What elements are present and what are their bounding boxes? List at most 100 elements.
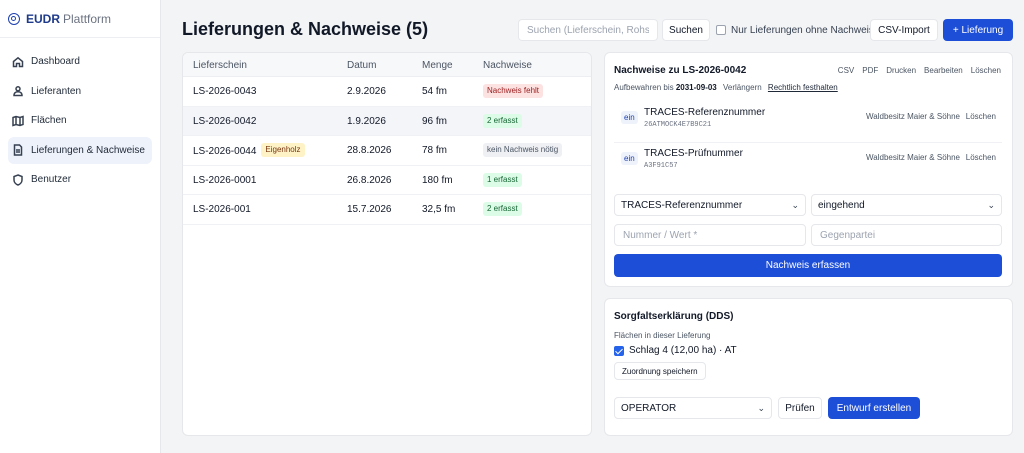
sidebar-item-label: Benutzer [31,174,72,185]
column-header: Menge [422,60,453,71]
table-row[interactable]: LS-2026-0044 Eigenholz 28.8.2026 78 fm ke… [183,136,591,166]
direction-badge: ein [621,111,638,124]
sidebar-item-users[interactable]: Benutzer [8,166,152,193]
create-draft-button[interactable]: Entwurf erstellen [828,397,920,419]
dds-panel: Sorgfaltserklärung (DDS) Flächen in dies… [604,298,1013,436]
export-csv-button[interactable]: CSV [837,66,855,75]
delivery-id: LS-2026-001 [193,204,251,215]
delivery-quantity: 78 fm [422,145,448,156]
proof-type-select-value: TRACES-Referenznummer [621,199,743,211]
delivery-date: 2.9.2026 [347,86,386,97]
delivery-id: LS-2026-0001 [193,174,257,186]
role-select[interactable]: OPERATOR ⌄ [614,397,772,419]
proof-value: 26ATMOCK4E7B9C21 [644,121,712,129]
missing-proof-filter[interactable]: Nur Lieferungen ohne Nachweis [716,19,874,41]
plot-label: Schlag 4 (12,00 ha) · AT [629,345,737,356]
sidebar-item-label: Lieferungen & Nachweise [31,144,145,156]
direction-select[interactable]: eingehend ⌄ [811,194,1002,216]
plot-checkbox-row[interactable]: Schlag 4 (12,00 ha) · AT [614,345,737,356]
filter-checkbox[interactable] [716,25,726,35]
delete-button[interactable]: Löschen [970,66,1001,75]
sidebar-item-label: Lieferanten [31,85,82,97]
counterparty-input[interactable]: Gegenpartei [811,224,1002,246]
map-icon [11,114,24,127]
delivery-date: 1.9.2026 [347,115,386,127]
add-delivery-button[interactable]: + Lieferung [943,19,1013,41]
proofs-actions: CSV PDF Drucken Bearbeiten Löschen [838,66,1001,75]
proof-value-input[interactable]: Nummer / Wert * [614,224,806,246]
sidebar-nav: Dashboard Lieferanten Flächen Lieferunge… [0,38,160,206]
table-row[interactable]: LS-2026-0042 1.9.2026 96 fm 2 erfasst [183,106,591,136]
edit-button[interactable]: Bearbeiten [924,66,963,75]
status-badge: 2 erfasst [483,113,522,128]
proof-type: TRACES-Prüfnummer [644,148,743,159]
retention-date: 2031-09-03 [675,83,717,92]
sidebar-item-plots[interactable]: Flächen [8,107,152,134]
plot-checkbox[interactable] [614,345,624,356]
sidebar: EUDR Plattform Dashboard Lieferanten Flä… [0,0,161,453]
direction-select-value: eingehend [818,199,865,211]
column-header: Lieferschein [193,60,247,71]
home-icon [11,55,24,68]
export-pdf-button[interactable]: PDF [862,66,879,75]
retention-info: Aufbewahren bis 2031-09-03 Verlängern Re… [614,83,838,92]
sidebar-item-label: Dashboard [31,56,80,67]
filter-label: Nur Lieferungen ohne Nachweis [731,24,874,36]
delivery-date: 15.7.2026 [347,204,392,215]
csv-import-button[interactable]: CSV-Import [870,19,938,41]
print-button[interactable]: Drucken [886,66,917,75]
proof-type-select[interactable]: TRACES-Referenznummer ⌄ [614,194,806,216]
dds-title: Sorgfaltserklärung (DDS) [614,311,734,322]
retention-prefix: Aufbewahren bis [614,83,674,92]
sidebar-item-dashboard[interactable]: Dashboard [8,48,152,75]
delivery-quantity: 32,5 fm [422,204,456,215]
save-assignment-button[interactable]: Zuordnung speichern [614,362,706,380]
column-header: Nachweise [483,60,532,71]
own-wood-badge: Eigenholz [261,143,305,157]
table-row[interactable]: LS-2026-0043 2.9.2026 54 fm Nachweis feh… [183,77,591,107]
brand-sub: Plattform [63,11,112,26]
proof-item: ein TRACES-Prüfnummer A3F91C57 Waldbesit… [614,142,1002,174]
sidebar-item-suppliers[interactable]: Lieferanten [8,78,152,105]
sidebar-item-label: Flächen [31,115,67,126]
check-button[interactable]: Prüfen [778,397,822,419]
users-icon [11,85,24,98]
table-row[interactable]: LS-2026-001 15.7.2026 32,5 fm 2 erfasst [183,195,591,225]
delivery-quantity: 54 fm [422,86,448,97]
add-proof-button[interactable]: Nachweis erfassen [614,254,1002,277]
delivery-id: LS-2026-0044 [193,146,257,157]
delivery-date: 26.8.2026 [347,174,392,186]
delivery-id: LS-2026-0042 [193,115,257,127]
proof-delete-button[interactable]: Löschen [965,153,996,162]
table-header: Lieferschein Datum Menge Nachweise [183,53,591,77]
legal-hold-link[interactable]: Rechtlich festhalten [767,83,838,92]
sidebar-item-deliveries[interactable]: Lieferungen & Nachweise [8,136,152,164]
delivery-id: LS-2026-0043 [193,86,257,97]
dds-subtitle: Flächen in dieser Lieferung [614,331,711,340]
proof-type: TRACES-Referenznummer [644,107,766,118]
extend-link[interactable]: Verlängern [722,83,762,92]
shield-icon [11,173,24,186]
status-badge: 1 erfasst [483,172,522,187]
proof-party: Waldbesitz Maier & Söhne [866,112,960,121]
proofs-title: Nachweise zu LS-2026-0042 [614,65,747,76]
proof-value: A3F91C57 [644,162,678,170]
page-title: Lieferungen & Nachweise (5) [182,19,429,39]
search-input[interactable] [518,19,658,41]
status-badge: 2 erfasst [483,202,522,216]
brand-name: EUDR [26,11,61,26]
document-icon [11,144,24,157]
chevron-down-icon: ⌄ [791,200,799,210]
logo-icon [8,12,20,25]
proof-delete-button[interactable]: Löschen [965,112,996,121]
direction-badge: ein [621,152,638,165]
deliveries-table: Lieferschein Datum Menge Nachweise LS-20… [182,52,592,436]
proof-party: Waldbesitz Maier & Söhne [866,153,960,162]
table-row[interactable]: LS-2026-0001 26.8.2026 180 fm 1 erfasst [183,166,591,195]
chevron-down-icon: ⌄ [757,403,765,413]
status-badge: Nachweis fehlt [483,84,544,98]
search-button[interactable]: Suchen [662,19,710,41]
brand[interactable]: EUDR Plattform [0,0,160,38]
chevron-down-icon: ⌄ [987,200,995,210]
proofs-panel: Nachweise zu LS-2026-0042 CSV PDF Drucke… [604,52,1013,287]
